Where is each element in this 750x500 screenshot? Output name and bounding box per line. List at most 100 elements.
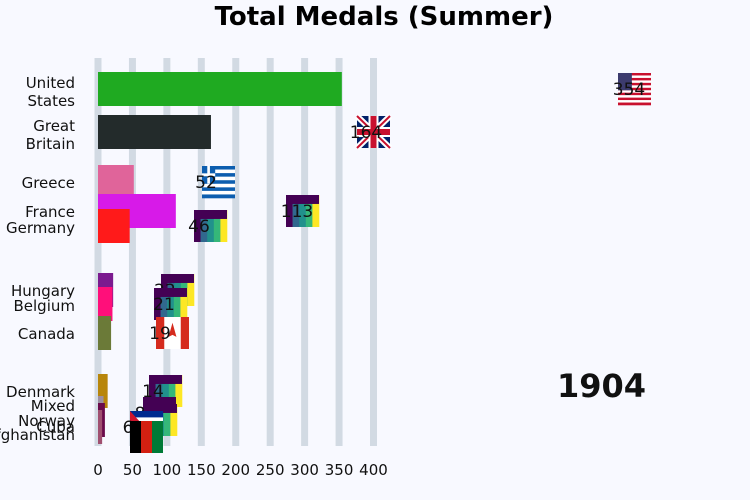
bar	[98, 374, 108, 408]
flag-stripe	[618, 90, 651, 93]
category-label: Hungary	[11, 282, 75, 300]
value-label: 21	[153, 295, 175, 315]
bar-group: 21 Belgium	[14, 287, 188, 321]
viridis-flag	[286, 195, 320, 227]
category-label: Afghanistan	[0, 426, 75, 444]
value-label: 113	[281, 202, 313, 222]
flag-band	[312, 195, 320, 227]
flag-stripe	[202, 187, 235, 192]
flag-stripe	[202, 180, 235, 185]
flag-stripe	[618, 97, 651, 101]
flag-canton	[618, 73, 632, 91]
flag-band	[292, 195, 300, 227]
bar-group: 52 Greece	[22, 165, 235, 199]
category-label: Mixed	[31, 397, 75, 415]
flag-band	[155, 375, 163, 407]
bar-group: 113 France	[25, 194, 320, 228]
period-label: 1904	[557, 367, 646, 405]
grid-line	[197, 58, 205, 446]
bar	[98, 209, 130, 243]
flag-stripe	[202, 190, 235, 195]
flag-band	[175, 375, 183, 407]
flag-band	[170, 404, 178, 436]
flag-band	[141, 421, 152, 453]
flag-band	[160, 288, 168, 320]
category-label: Canada	[18, 325, 75, 343]
bar-group: Afghanistan	[0, 421, 163, 453]
grid-lines	[94, 58, 377, 446]
flag-cross	[202, 173, 216, 177]
flag-band	[149, 375, 156, 407]
grid-line	[163, 58, 171, 446]
category-label: France	[25, 203, 75, 221]
flag-stripe	[618, 102, 651, 106]
viridis-flag	[149, 375, 183, 407]
grid-line	[266, 58, 274, 446]
flag-band	[286, 195, 293, 227]
flag-band	[154, 288, 161, 320]
flag-band	[180, 317, 189, 349]
flag-stripe	[618, 73, 651, 76]
flag-band	[161, 274, 194, 283]
x-tick-label: 300	[290, 461, 319, 479]
flag-band	[154, 288, 187, 297]
flag-stripe	[202, 176, 235, 181]
flag-band	[143, 397, 176, 406]
x-tick-label: 100	[153, 461, 182, 479]
ca-flag	[156, 317, 189, 349]
category-label: Britain	[26, 135, 75, 153]
flag-stripe	[618, 75, 651, 79]
flag-stripe	[202, 194, 235, 199]
flag-band	[167, 288, 175, 320]
grid-line	[335, 58, 343, 446]
value-label: 6	[123, 418, 134, 438]
gb-flag	[354, 113, 393, 151]
bar	[98, 72, 342, 106]
gr-flag	[202, 166, 235, 199]
bar	[98, 115, 211, 149]
flag-stripe	[618, 92, 651, 96]
flag-band	[180, 288, 188, 320]
flag-stripe	[130, 417, 163, 425]
grid-line	[370, 58, 377, 446]
grid-line	[128, 58, 136, 446]
category-label: Denmark	[6, 383, 75, 401]
flag-band	[194, 210, 227, 219]
viridis-flag	[194, 210, 228, 242]
grid-line	[232, 58, 240, 446]
flag-band	[156, 317, 165, 349]
flag-band	[149, 375, 182, 384]
flag-stripe	[618, 77, 651, 81]
category-label: States	[27, 92, 75, 110]
viridis-flag	[154, 288, 188, 320]
category-label: United	[26, 74, 75, 92]
flag-band	[187, 274, 195, 306]
x-tick-label: 150	[187, 461, 216, 479]
bar-group: 19 Canada	[18, 316, 189, 350]
category-label: Greece	[22, 174, 75, 192]
category-label: Norway	[18, 412, 75, 430]
flag-stripe	[618, 82, 651, 86]
flag-band	[152, 421, 163, 453]
bar	[98, 316, 112, 350]
flag-band	[194, 210, 201, 242]
bar	[98, 410, 103, 444]
flag-stripe	[618, 100, 651, 103]
value-label: 164	[350, 123, 382, 143]
category-label: Germany	[6, 219, 75, 237]
flag-band	[168, 375, 176, 407]
x-tick-label: 200	[221, 461, 250, 479]
flag-stripe	[202, 169, 235, 174]
maple-leaf-icon	[168, 322, 177, 337]
us-flag	[618, 73, 651, 106]
category-label: Cuba	[36, 418, 75, 436]
flag-stripe	[202, 183, 235, 188]
flag-cross	[357, 129, 390, 135]
flag-stripe	[202, 173, 235, 177]
flag-stripe	[130, 411, 163, 418]
x-tick-label: 250	[256, 461, 285, 479]
flag-band	[305, 195, 313, 227]
flag-band	[213, 210, 221, 242]
